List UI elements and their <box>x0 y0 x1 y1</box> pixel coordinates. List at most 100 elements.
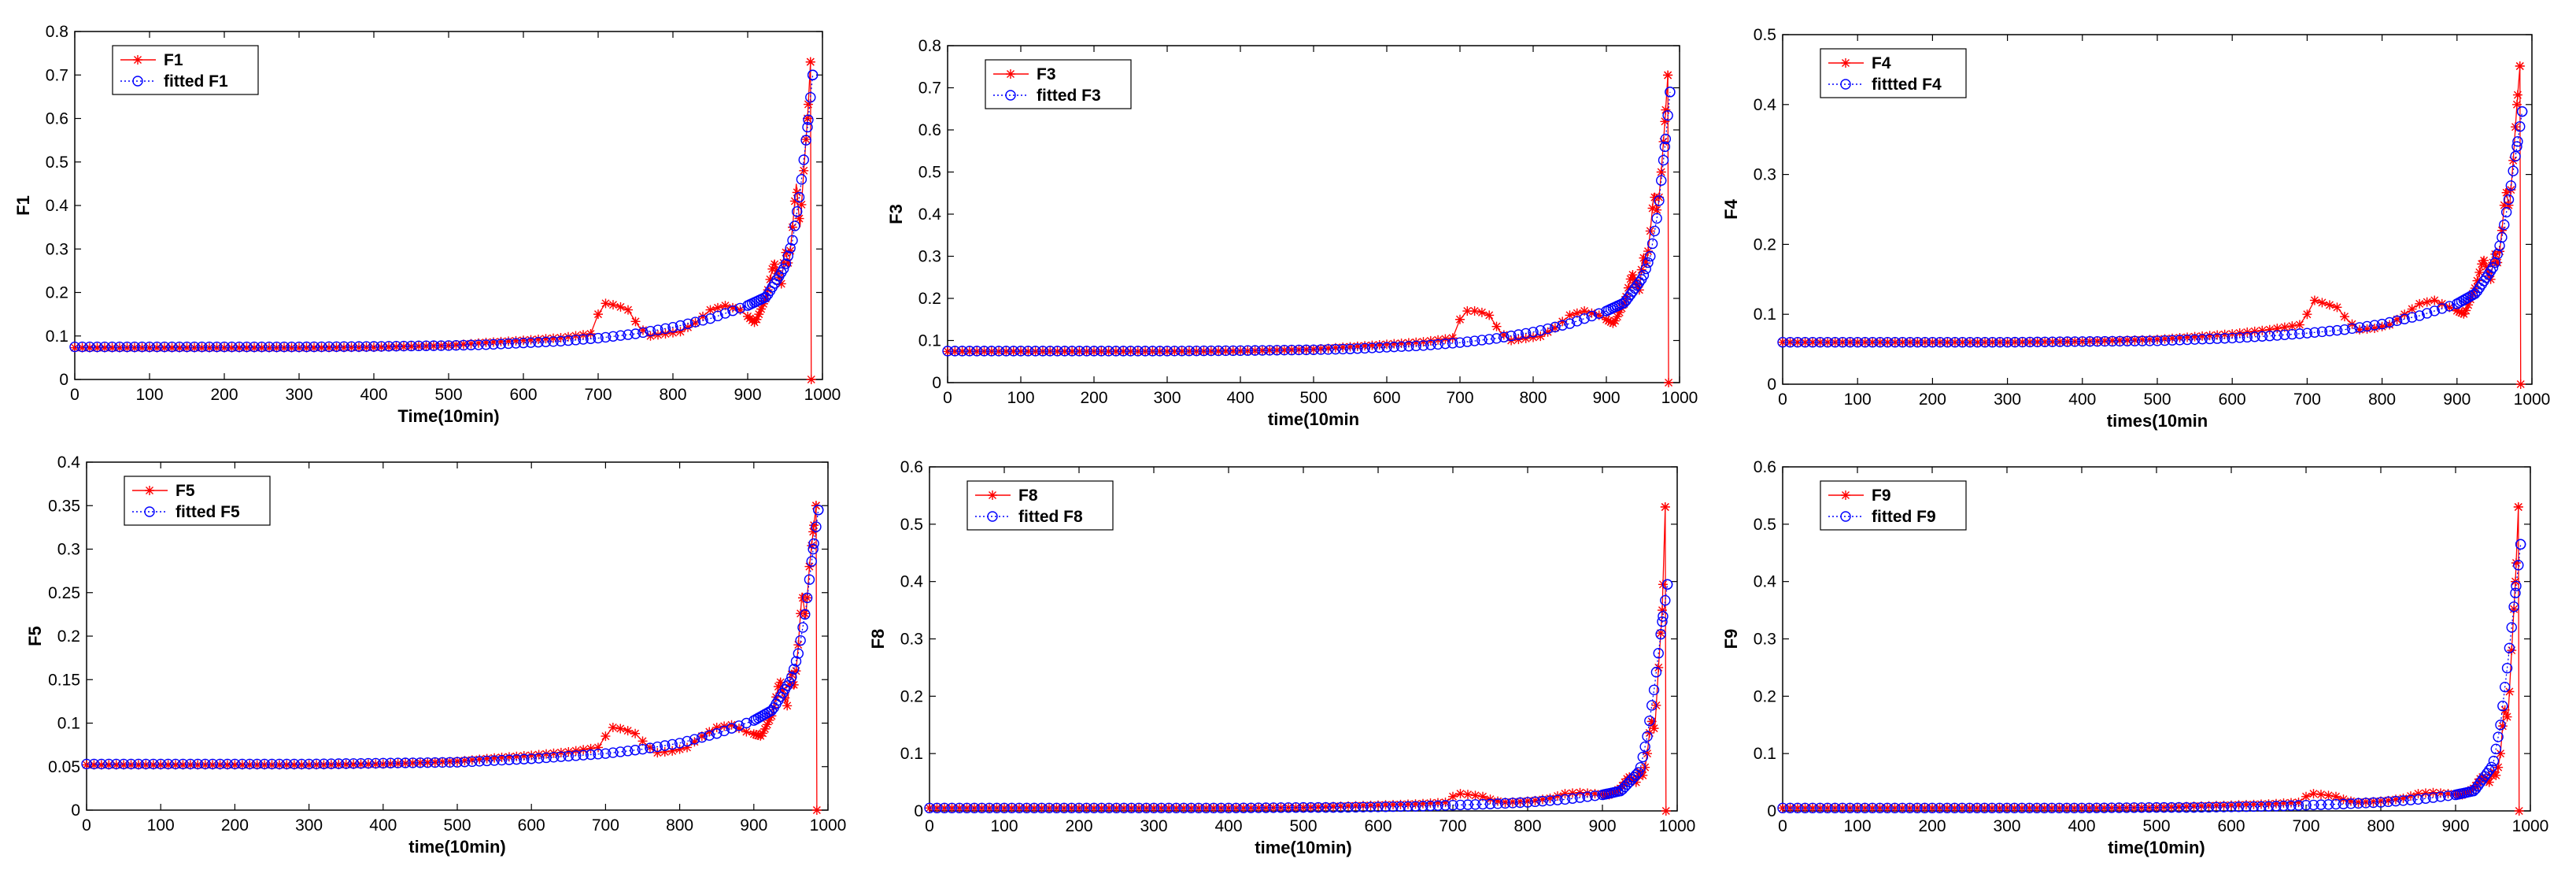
data-point <box>793 191 805 203</box>
data-point <box>630 316 641 327</box>
data-point <box>2422 308 2433 319</box>
legend-marker <box>144 506 155 517</box>
data-point <box>600 331 612 343</box>
data-point <box>949 346 961 357</box>
data-point <box>2510 150 2521 162</box>
data-point <box>751 730 761 740</box>
data-point <box>697 315 708 326</box>
data-point <box>445 757 455 767</box>
data-point <box>1602 314 1611 324</box>
y-tick-label: 0.6 <box>918 121 941 139</box>
data-point <box>674 738 686 749</box>
y-tick-label: 0.6 <box>1754 458 1776 476</box>
data-point <box>2459 309 2469 319</box>
data-point <box>1001 346 1011 357</box>
data-point <box>638 736 648 746</box>
data-point <box>2376 318 2388 330</box>
data-point <box>1814 802 1826 814</box>
data-point <box>392 757 404 768</box>
data-point <box>1029 803 1039 813</box>
data-point <box>756 304 767 314</box>
data-point <box>1015 346 1026 357</box>
data-point <box>2197 331 2208 341</box>
data-point <box>2099 803 2109 813</box>
data-point <box>70 342 79 353</box>
data-point <box>1964 803 1975 813</box>
data-point <box>682 735 693 747</box>
data-point <box>2025 337 2035 347</box>
x-tick-label: 700 <box>2293 390 2321 409</box>
data-point <box>214 758 226 770</box>
data-point <box>115 342 124 353</box>
data-point <box>399 342 408 352</box>
data-point <box>2511 99 2522 109</box>
data-point <box>1214 346 1224 357</box>
data-point <box>969 802 980 814</box>
data-point <box>1491 333 1502 344</box>
data-point <box>1462 799 1473 810</box>
x-tick-label: 800 <box>659 386 686 404</box>
data-point <box>241 341 253 353</box>
data-point <box>1358 801 1369 812</box>
data-point <box>2484 777 2494 787</box>
data-point <box>2144 335 2156 346</box>
data-point <box>1875 337 1885 347</box>
data-point <box>734 724 744 734</box>
data-point <box>170 758 181 770</box>
y-axis-label: F4 <box>1721 198 1741 219</box>
data-point <box>174 341 185 353</box>
data-point <box>1425 798 1436 809</box>
legend-label: F9 <box>1872 487 1891 505</box>
data-point <box>264 341 275 353</box>
data-point <box>711 728 723 739</box>
data-point <box>1972 337 1983 347</box>
data-point <box>1529 796 1541 808</box>
data-point <box>1358 801 1368 811</box>
data-point <box>2324 325 2335 337</box>
data-point <box>370 757 382 769</box>
data-point <box>1344 343 1356 354</box>
data-point <box>1653 648 1664 659</box>
data-point <box>1298 801 1309 813</box>
series-fitted-F5 <box>81 505 824 770</box>
data-point <box>2084 336 2096 347</box>
data-point <box>2152 335 2163 346</box>
x-tick-label: 500 <box>2143 390 2171 409</box>
data-point <box>2511 580 2522 592</box>
data-point <box>2287 321 2297 331</box>
data-point <box>2361 797 2371 807</box>
x-tick-label: 100 <box>1844 390 1872 409</box>
data-point <box>459 757 471 768</box>
data-point <box>467 756 478 768</box>
data-point <box>2226 801 2237 812</box>
data-point <box>1239 803 1248 813</box>
data-point <box>496 754 508 766</box>
data-point <box>2271 798 2281 809</box>
data-point <box>803 99 813 109</box>
data-point <box>808 538 819 550</box>
data-point <box>324 342 334 353</box>
data-point <box>2009 802 2020 814</box>
data-point <box>200 758 211 770</box>
data-point <box>2507 646 2517 656</box>
data-point <box>2515 379 2526 389</box>
data-point <box>1640 263 1651 275</box>
legend-label: fitted F5 <box>176 503 240 521</box>
data-point <box>1874 802 1886 814</box>
data-point <box>488 339 499 350</box>
data-point <box>1868 337 1878 347</box>
data-point <box>2479 255 2489 265</box>
data-point <box>2421 788 2430 798</box>
y-tick-label: 0.5 <box>46 154 68 172</box>
data-point <box>204 341 215 353</box>
data-point <box>1380 800 1391 810</box>
data-point <box>593 332 604 344</box>
data-point <box>346 341 357 352</box>
data-point <box>1535 324 1547 336</box>
data-point <box>2017 337 2027 347</box>
data-point <box>480 339 492 350</box>
data-point <box>1206 346 1216 357</box>
data-point <box>2293 798 2304 808</box>
data-point <box>2331 791 2341 801</box>
data-point <box>260 760 270 770</box>
